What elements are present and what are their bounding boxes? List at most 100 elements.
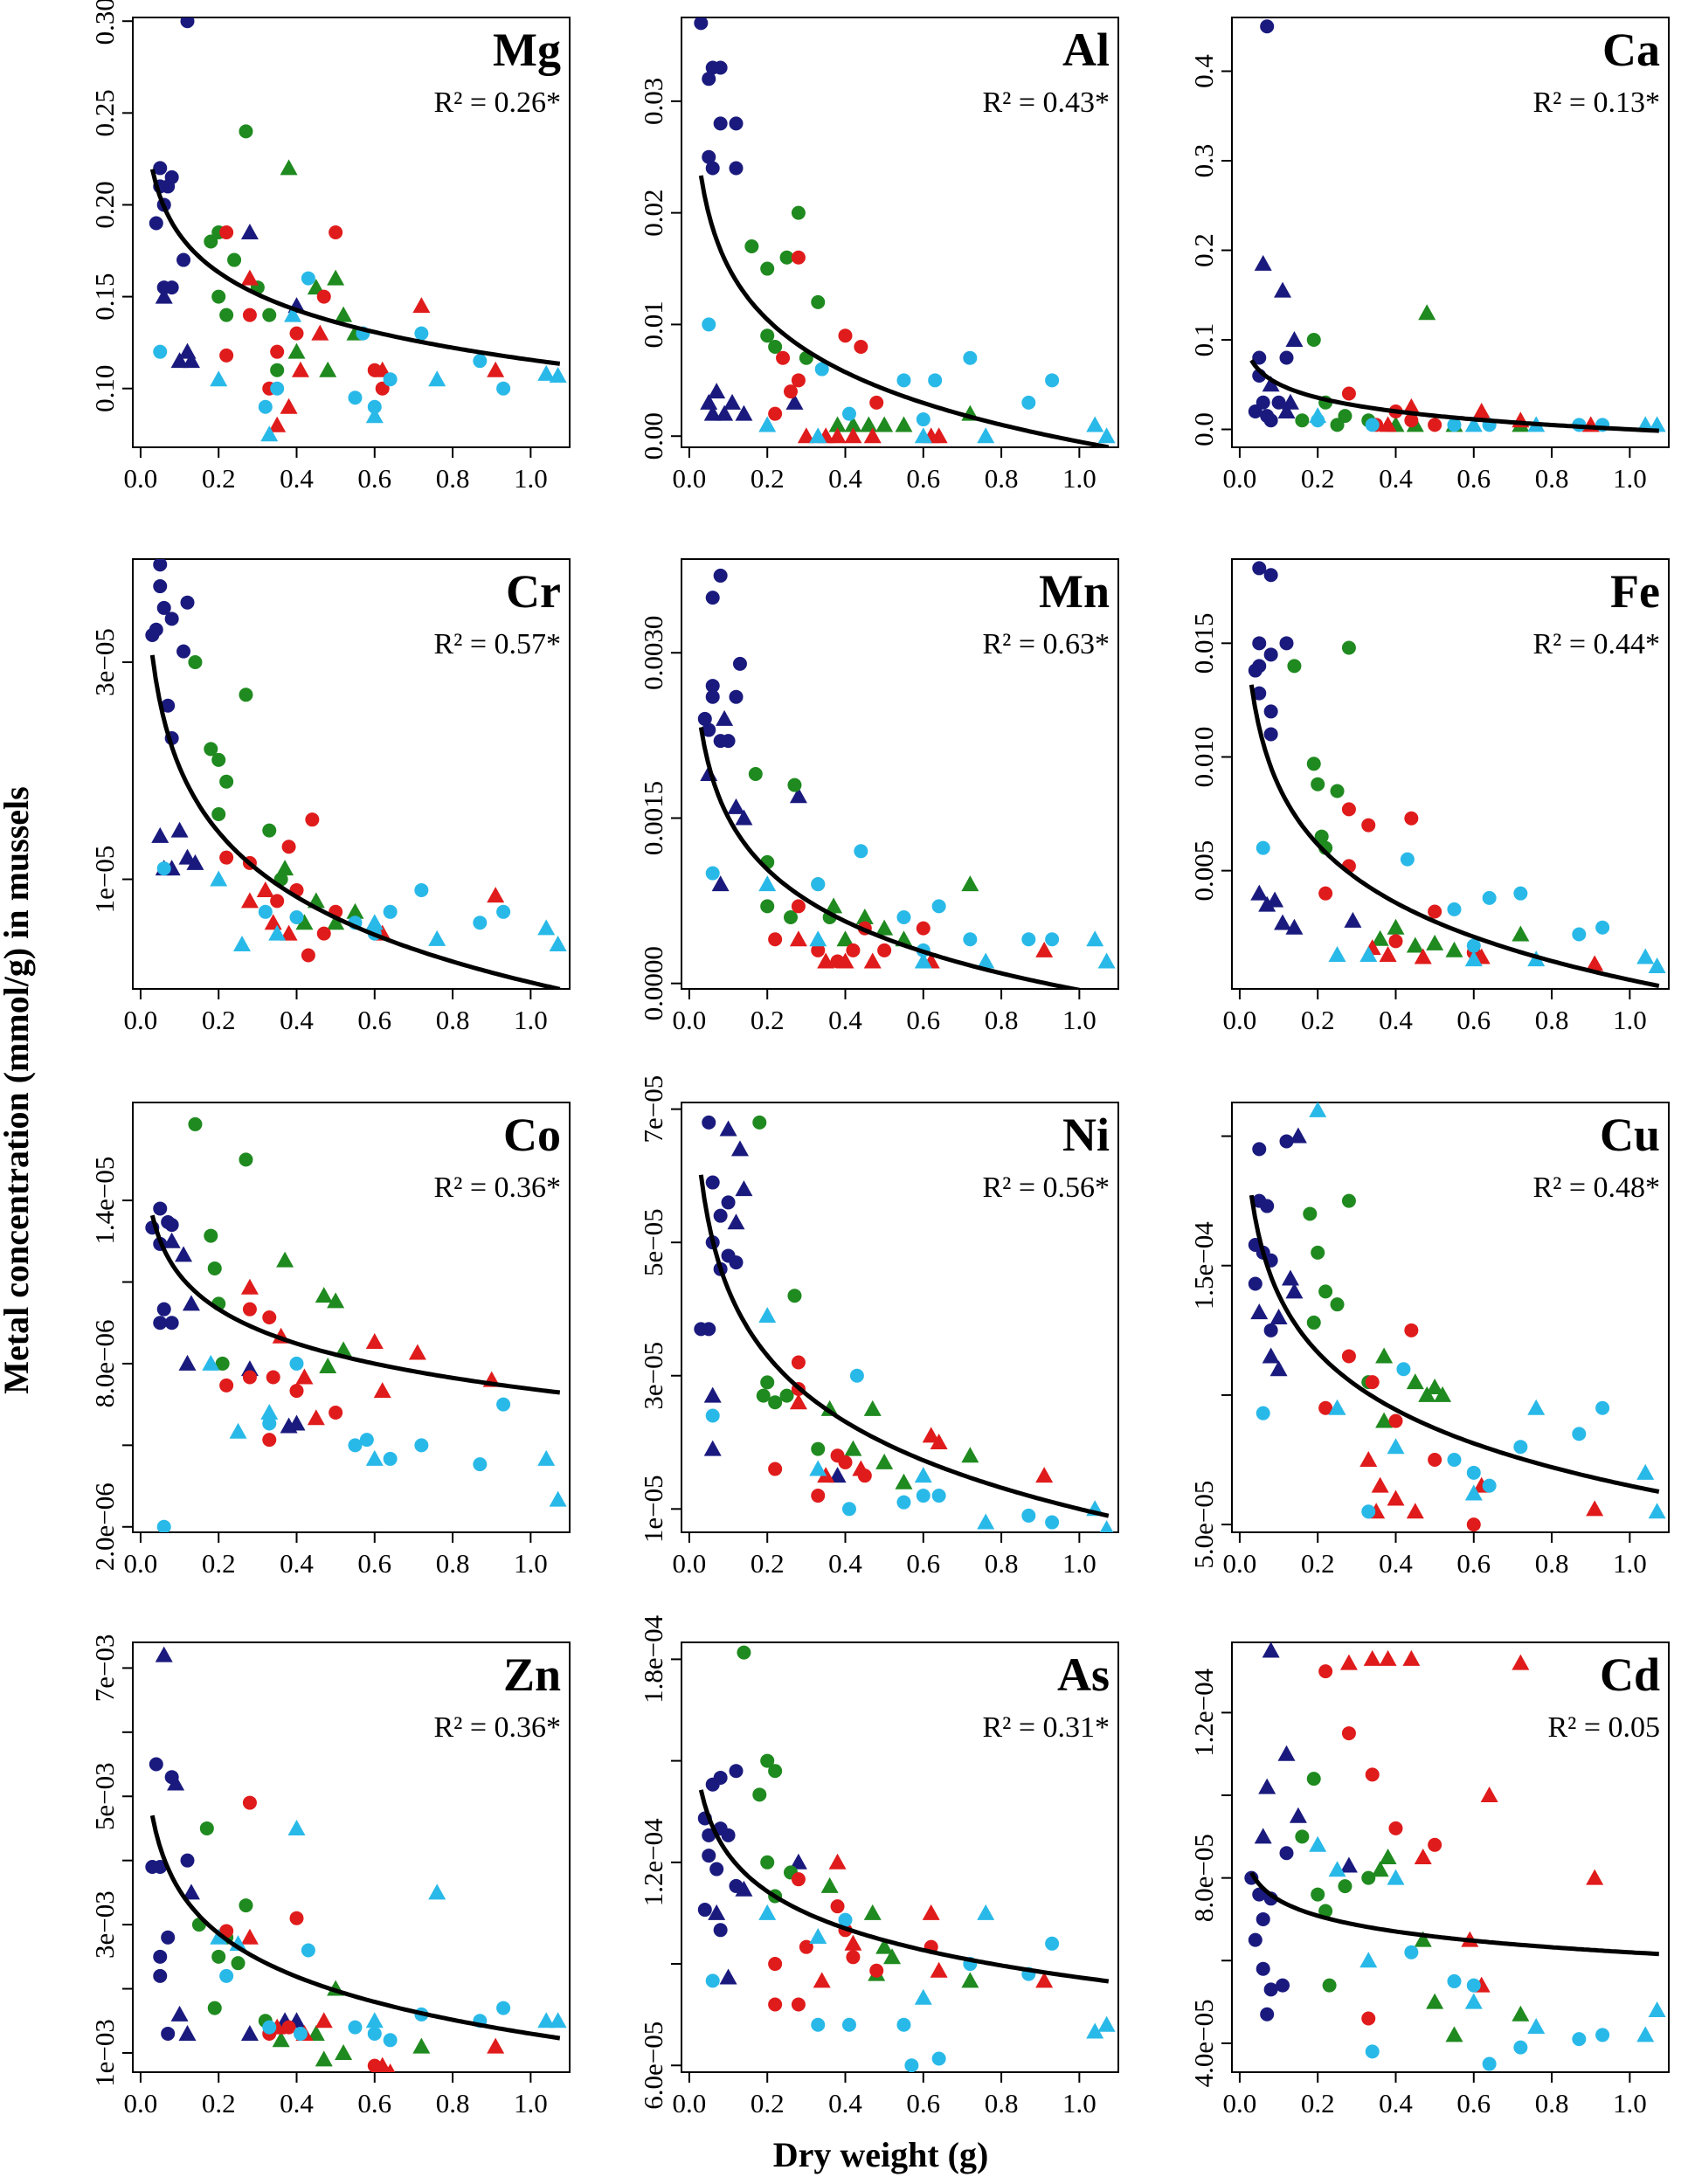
data-point-circle bbox=[204, 234, 218, 249]
data-point-circle bbox=[293, 2026, 308, 2041]
data-point-triangle bbox=[1464, 950, 1483, 967]
panel-title: Mn bbox=[1039, 565, 1110, 618]
panel-title: Ca bbox=[1602, 24, 1660, 76]
data-point-circle bbox=[1404, 811, 1419, 826]
data-point-triangle bbox=[1359, 945, 1378, 962]
data-point-triangle bbox=[809, 1928, 827, 1945]
data-point-circle bbox=[1341, 802, 1356, 817]
data-point-triangle bbox=[1648, 1503, 1666, 1519]
y-tick-label: 1.5e−04 bbox=[1188, 1221, 1219, 1310]
data-point-circle bbox=[161, 2026, 176, 2041]
x-tick-label: 1.0 bbox=[514, 1005, 548, 1035]
data-point-circle bbox=[776, 350, 791, 365]
x-tick-label: 0.4 bbox=[280, 1548, 314, 1579]
data-point-circle bbox=[841, 406, 856, 421]
data-point-circle bbox=[721, 1828, 736, 1842]
data-point-triangle bbox=[1250, 884, 1269, 901]
x-tick-label: 0.6 bbox=[906, 2088, 940, 2118]
data-point-circle bbox=[705, 591, 720, 605]
data-point-circle bbox=[215, 1356, 230, 1371]
data-point-circle bbox=[1287, 659, 1302, 674]
data-point-triangle bbox=[1309, 407, 1327, 424]
x-tick-label: 1.0 bbox=[514, 463, 548, 494]
data-point-circle bbox=[694, 17, 709, 31]
plot-frame bbox=[1231, 1102, 1670, 1533]
data-point-circle bbox=[156, 280, 171, 295]
data-point-circle bbox=[1256, 1961, 1270, 1976]
data-point-triangle bbox=[1586, 955, 1604, 971]
data-point-circle bbox=[211, 1949, 226, 1964]
data-point-circle bbox=[1295, 413, 1310, 428]
data-point-triangle bbox=[875, 1453, 894, 1469]
data-point-circle bbox=[904, 2058, 919, 2072]
data-point-triangle bbox=[977, 427, 995, 444]
data-point-circle bbox=[289, 326, 304, 341]
x-tick-label: 0.4 bbox=[1379, 1548, 1413, 1579]
data-point-circle bbox=[931, 2051, 946, 2066]
data-point-circle bbox=[231, 1956, 246, 1971]
data-point-circle bbox=[383, 904, 398, 919]
y-tick-label: 0.00 bbox=[638, 412, 668, 460]
data-point-triangle bbox=[1281, 393, 1299, 410]
data-point-circle bbox=[348, 1438, 363, 1453]
x-tick-label: 0.4 bbox=[280, 463, 314, 494]
data-point-circle bbox=[316, 926, 331, 941]
data-point-circle bbox=[211, 752, 226, 767]
data-point-triangle bbox=[789, 930, 807, 947]
y-tick-label: 3e−05 bbox=[638, 1342, 668, 1410]
data-point-circle bbox=[262, 2020, 277, 2035]
data-point-triangle bbox=[1636, 2026, 1655, 2042]
y-tick-label: 0.20 bbox=[89, 181, 120, 228]
r-squared-label: R² = 0.44* bbox=[1532, 628, 1660, 660]
data-point-circle bbox=[1513, 2040, 1528, 2055]
data-point-circle bbox=[383, 2033, 398, 2048]
data-point-triangle bbox=[210, 1928, 228, 1945]
data-point-triangle bbox=[1375, 1412, 1394, 1428]
data-point-circle bbox=[811, 294, 826, 309]
x-tick-label: 0.4 bbox=[1379, 463, 1413, 494]
fit-curve bbox=[698, 1789, 1110, 1984]
data-point-circle bbox=[830, 1899, 845, 1914]
data-point-circle bbox=[752, 1115, 767, 1130]
data-point-circle bbox=[1361, 818, 1376, 833]
points-group bbox=[697, 1645, 1116, 2072]
data-point-triangle bbox=[789, 787, 807, 804]
data-point-circle bbox=[697, 1903, 712, 1918]
data-point-triangle bbox=[408, 1344, 426, 1360]
data-point-circle bbox=[270, 381, 285, 396]
data-point-triangle bbox=[365, 1449, 384, 1466]
panel-mn: 0.0 0.2 0.4 0.6 0.8 1.0 0.0000 0.0015 0.0030 Mn R²… bbox=[638, 558, 1119, 1035]
data-point-circle bbox=[1306, 333, 1321, 347]
x-tick-label: 0.2 bbox=[1301, 463, 1335, 494]
data-point-triangle bbox=[961, 1447, 979, 1463]
data-point-circle bbox=[729, 116, 744, 131]
data-point-triangle bbox=[711, 875, 730, 892]
data-point-circle bbox=[156, 600, 171, 615]
data-point-triangle bbox=[210, 870, 228, 887]
x-tick-label: 1.0 bbox=[1613, 463, 1647, 494]
panels-group: 0.0 0.2 0.4 0.6 0.8 1.0 0.10 0.15 0.20 0.25 0.30 Mg… bbox=[89, 0, 1670, 2118]
data-point-circle bbox=[744, 238, 759, 253]
y-tick-label: 1.8e−04 bbox=[638, 1614, 668, 1703]
data-point-circle bbox=[359, 1433, 374, 1448]
data-point-circle bbox=[1447, 1973, 1462, 1988]
data-point-circle bbox=[702, 1115, 716, 1130]
x-tick-label: 0.0 bbox=[1223, 1005, 1257, 1035]
panel-title: Ni bbox=[1062, 1109, 1110, 1161]
data-point-circle bbox=[1388, 1413, 1403, 1428]
data-point-circle bbox=[156, 861, 171, 876]
data-point-triangle bbox=[758, 1904, 777, 1920]
y-tick-label: 0.0015 bbox=[638, 781, 668, 855]
data-point-triangle bbox=[1648, 416, 1666, 432]
data-point-circle bbox=[1428, 418, 1442, 432]
data-point-circle bbox=[281, 2020, 296, 2035]
data-point-triangle bbox=[1426, 1379, 1444, 1395]
data-point-triangle bbox=[1328, 945, 1346, 962]
data-point-circle bbox=[1466, 1978, 1481, 1993]
y-tick-label: 0.03 bbox=[638, 78, 668, 125]
data-point-circle bbox=[239, 688, 253, 702]
data-point-circle bbox=[289, 1356, 304, 1371]
data-point-circle bbox=[1263, 704, 1278, 719]
panel-cd: 0.0 0.2 0.4 0.6 0.8 1.0 4.0e−05 8.0e−05 1.2e−04 C… bbox=[1188, 1641, 1670, 2118]
data-point-triangle bbox=[537, 2012, 556, 2028]
